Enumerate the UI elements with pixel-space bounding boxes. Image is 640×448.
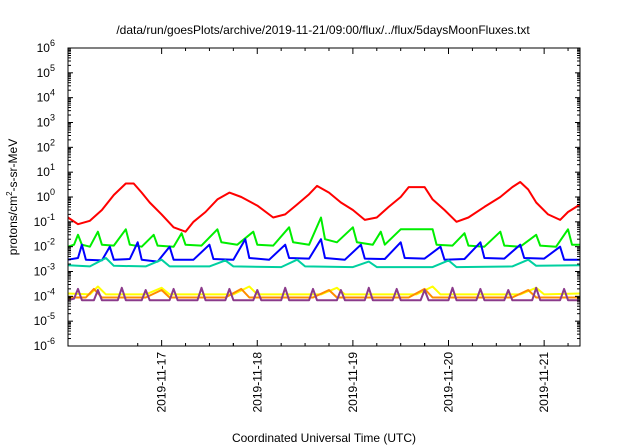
series-line-3 [67,238,580,263]
series-line-2 [67,216,580,248]
y-tick-label: 10-6 [34,336,55,353]
y-axis-label: protons/cm2-s-sr-MeV [5,139,20,255]
x-tick-label: 2019-11-17 [155,352,169,413]
series-line-4 [67,257,581,269]
y-tick-label: 103 [37,113,55,130]
y-tick-label: 106 [37,38,55,55]
y-axis: 10-6 10-5 10-4 10-3 10-2 10-1 100 101 102 103 104 1… [34,38,580,353]
series-layer [67,181,581,302]
y-tick-label: 10-3 [34,262,55,279]
x-tick-label: 2019-11-20 [442,352,456,413]
x-tick-label: 2019-11-18 [250,352,264,413]
series-line-7 [67,286,580,302]
y-tick-label: 10-1 [34,212,55,229]
chart-title: /data/run/goesPlots/archive/2019-11-21/0… [116,23,530,37]
y-tick-label: 10-4 [34,286,55,303]
x-axis-label: Coordinated Universal Time (UTC) [232,431,416,445]
y-tick-label: 102 [37,137,55,154]
x-axis: 2019-11-17 2019-11-18 2019-11-19 2019-11-20… [137,48,569,413]
y-tick-label: 10-5 [34,311,55,328]
x-tick-label: 2019-11-21 [537,352,551,413]
y-tick-label: 10-2 [34,237,55,254]
y-tick-label: 101 [37,162,55,179]
x-tick-label: 2019-11-19 [346,352,360,413]
series-line-1 [67,181,581,233]
y-tick-label: 104 [37,88,55,105]
y-tick-label: 100 [37,187,55,204]
y-tick-label: 105 [37,63,55,80]
